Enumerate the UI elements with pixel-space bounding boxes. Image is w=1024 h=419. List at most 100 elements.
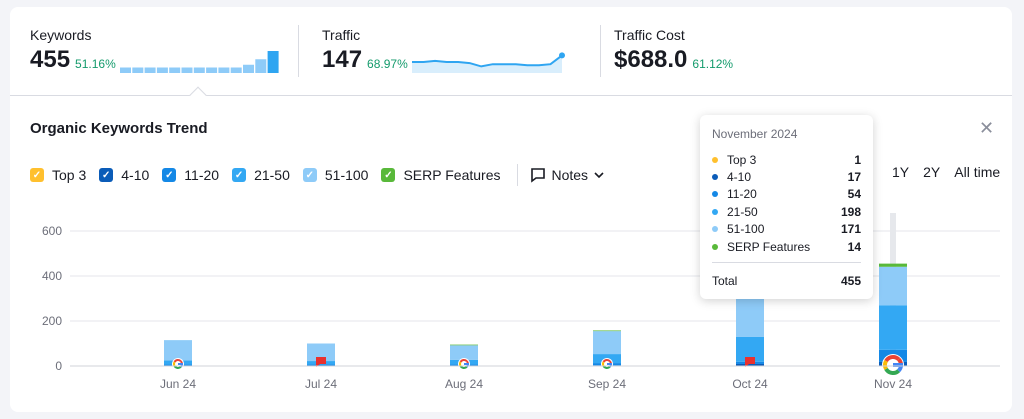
spark-area [411, 55, 562, 73]
x-tick-label: Jul 24 [305, 377, 337, 391]
legend-toggle[interactable]: ✓ 4-10 [99, 167, 149, 183]
period-button[interactable]: 2Y [923, 164, 941, 180]
spark-bar [230, 67, 242, 73]
bar-segment-serp-features[interactable] [879, 263, 907, 267]
checkbox-icon[interactable]: ✓ [99, 168, 114, 182]
keywords-sparkline [119, 51, 279, 73]
x-tick-label: Oct 24 [732, 377, 768, 391]
spark-bar [193, 67, 205, 73]
legend-toggle[interactable]: ✓ SERP Features [381, 167, 500, 183]
tooltip-row: Top 3 1 [712, 151, 861, 168]
chart-tooltip: November 2024 Top 3 1 4-10 17 11-20 54 21-50 19… [700, 115, 873, 299]
bar-segment-51-100[interactable] [736, 298, 764, 337]
period-selector: 1Y 2Y All time [878, 164, 1000, 180]
tooltip-row: SERP Features 14 [712, 238, 861, 255]
legend-label: 11-20 [184, 167, 220, 183]
legend-label: 21-50 [254, 167, 290, 183]
note-flag-icon[interactable] [316, 357, 326, 367]
checkbox-icon[interactable]: ✓ [162, 168, 177, 182]
bar-segment-11-20[interactable] [307, 364, 335, 366]
legend-toggle[interactable]: ✓ 11-20 [162, 167, 219, 183]
tooltip-row: 4-10 17 [712, 168, 861, 185]
legend-label: 4-10 [121, 167, 150, 183]
tooltip-row-label: 4-10 [727, 170, 752, 185]
metric-keywords[interactable]: Keywords 455 51.16% [30, 27, 280, 73]
close-icon[interactable]: ✕ [979, 118, 995, 138]
tooltip-row-value: 198 [840, 204, 861, 219]
y-tick-label: 400 [42, 269, 62, 283]
bar-segment-serp-features[interactable] [593, 330, 621, 332]
series-dot [712, 243, 718, 250]
legend-toggle[interactable]: ✓ 51-100 [302, 167, 369, 183]
spark-bar [156, 67, 168, 73]
period-button[interactable]: 1Y [892, 164, 910, 180]
metrics-row: Keywords 455 51.16% Traffic 147 68.97% Tra… [10, 7, 1012, 96]
google-update-icon[interactable] [172, 358, 184, 370]
tooltip-total-value: 455 [840, 274, 861, 289]
checkbox-icon[interactable]: ✓ [302, 168, 317, 182]
divider [517, 164, 519, 186]
bar-segment-51-100[interactable] [164, 340, 192, 361]
metric-label: Traffic Cost [614, 27, 685, 43]
bar-segment-4-10[interactable] [736, 363, 764, 366]
divider [712, 262, 861, 264]
period-button[interactable]: All time [954, 164, 1001, 180]
metric-value: 147 [322, 46, 363, 73]
metric-change: 61.12% [692, 57, 734, 71]
series-dot [712, 156, 718, 163]
bar-segment-51-100[interactable] [450, 345, 478, 360]
bar-segment-51-100[interactable] [593, 331, 621, 355]
spark-bar [205, 67, 217, 73]
metric-change: 68.97% [367, 57, 408, 71]
legend-label: Top 3 [52, 167, 87, 183]
series-dot [712, 174, 718, 181]
checkbox-icon[interactable]: ✓ [232, 168, 247, 182]
tooltip-row: 11-20 54 [712, 186, 861, 203]
chevron-down-icon [594, 172, 604, 179]
tooltip-row-label: 11-20 [727, 187, 757, 202]
tooltip-row-label: 51-100 [727, 222, 765, 237]
spark-bar [144, 67, 156, 73]
bar-segment-51-100[interactable] [307, 343, 335, 362]
y-tick-label: 200 [42, 314, 62, 328]
spark-line [411, 54, 563, 68]
google-update-icon[interactable] [601, 358, 613, 370]
note-flag-icon[interactable] [745, 357, 755, 367]
bar-segment-21-50[interactable] [879, 305, 907, 350]
divider [298, 25, 299, 77]
tooltip-row-value: 1 [854, 152, 861, 167]
spark-bar [168, 67, 180, 73]
bar-segment-serp-features[interactable] [450, 344, 478, 346]
tooltip-row-label: 21-50 [727, 204, 758, 219]
bar-segment-51-100[interactable] [879, 266, 907, 306]
google-update-icon[interactable] [458, 358, 470, 370]
keywords-trend-chart: 0 200 400 600 Jun 24 Jul 24 Aug 24 Sep 24 Oct 24… [42, 213, 1000, 391]
google-update-icon[interactable] [882, 354, 904, 376]
series-dot [712, 191, 718, 198]
tooltip-row: 51-100 171 [712, 221, 861, 238]
note-icon [531, 168, 546, 183]
notes-label: Notes [551, 167, 589, 183]
series-dot [712, 208, 718, 215]
notes-dropdown[interactable]: Notes [530, 167, 604, 183]
y-tick-label: 600 [42, 224, 62, 238]
metric-traffic-cost[interactable]: Traffic Cost $688.0 61.12% [614, 27, 733, 73]
tooltip-row-label: Top 3 [727, 152, 757, 167]
checkbox-icon[interactable]: ✓ [30, 168, 44, 182]
spark-bar [255, 59, 267, 73]
checkbox-icon[interactable]: ✓ [381, 168, 396, 182]
tooltip-total-label: Total [712, 274, 738, 289]
legend-toggle[interactable]: ✓ Top 3 [30, 167, 86, 183]
x-tick-label: Jun 24 [160, 377, 196, 391]
legend-label: 51-100 [324, 167, 369, 183]
x-tick-label: Aug 24 [445, 377, 483, 391]
section-title: Organic Keywords Trend [30, 120, 208, 137]
tooltip-title: November 2024 [712, 127, 798, 141]
tooltip-row-value: 17 [847, 170, 861, 185]
legend-toggle[interactable]: ✓ 21-50 [232, 167, 290, 183]
divider [600, 25, 601, 77]
spark-bar [132, 67, 144, 73]
metric-traffic[interactable]: Traffic 147 68.97% [322, 27, 568, 73]
series-dot [712, 226, 718, 233]
metric-label: Traffic [322, 27, 361, 43]
